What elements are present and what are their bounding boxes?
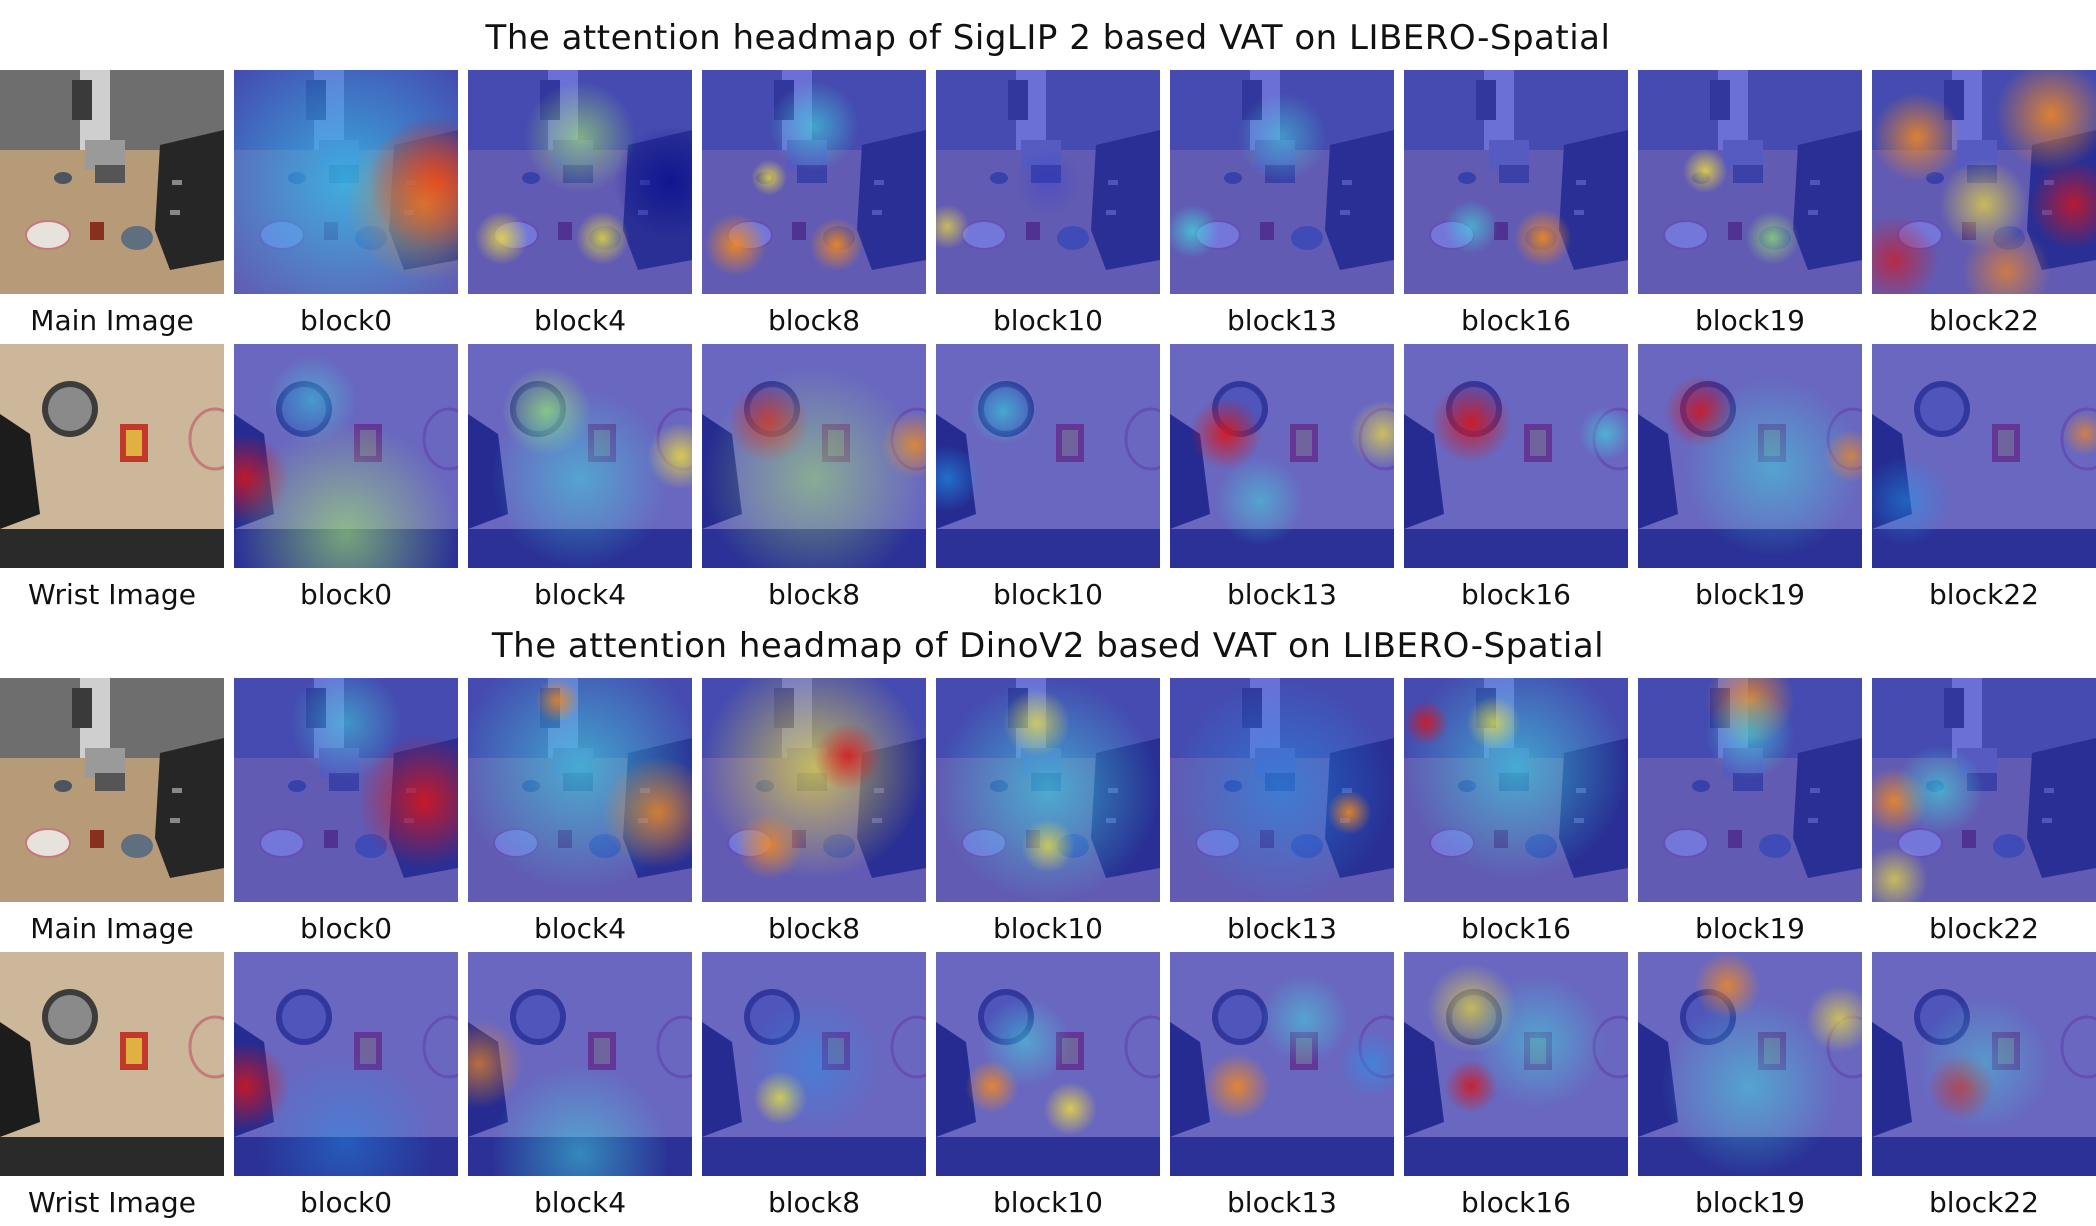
- block-label: block16: [1461, 304, 1571, 337]
- attention-heatmap: [702, 344, 926, 568]
- attention-heatmap: [936, 70, 1160, 294]
- block-label: block8: [767, 578, 861, 611]
- block-label: block10: [993, 304, 1103, 337]
- block-label: block13: [1227, 1186, 1337, 1219]
- attention-heatmap: [468, 344, 692, 568]
- block-label: block8: [767, 912, 861, 945]
- block-label: block22: [1929, 912, 2039, 945]
- attention-heatmap: [1170, 344, 1394, 568]
- block-label: block8: [767, 1186, 861, 1219]
- block-label: block22: [1929, 304, 2039, 337]
- attention-heatmap: [1872, 678, 2096, 902]
- attention-heatmap: [468, 952, 692, 1176]
- source-image-label: Main Image: [30, 304, 194, 337]
- block-label: block0: [299, 1186, 393, 1219]
- block-label: block22: [1929, 1186, 2039, 1219]
- block-label: block0: [299, 912, 393, 945]
- block-label: block10: [993, 578, 1103, 611]
- attention-heatmap: [1404, 952, 1628, 1176]
- attention-heatmap: [936, 952, 1160, 1176]
- wrist-image-row: Wrist Image block0 block4 block8 block10 bloc…: [0, 344, 2096, 618]
- attention-heatmap: [234, 678, 458, 902]
- attention-heatmap: [1404, 70, 1628, 294]
- attention-heatmap: [234, 344, 458, 568]
- wrist-source-image: [0, 952, 224, 1176]
- block-label: block22: [1929, 578, 2039, 611]
- attention-heatmap: [1404, 344, 1628, 568]
- attention-heatmap: [1872, 70, 2096, 294]
- block-label: block8: [767, 304, 861, 337]
- block-label: block13: [1227, 304, 1337, 337]
- wrist-image-row: Wrist Image block0 block4 block8 block10 bloc…: [0, 952, 2096, 1226]
- block-label: block16: [1461, 912, 1571, 945]
- block-label: block0: [299, 578, 393, 611]
- attention-heatmap: [1638, 344, 1862, 568]
- block-label: block13: [1227, 578, 1337, 611]
- attention-heatmap: [1170, 678, 1394, 902]
- attention-heatmap: [1404, 678, 1628, 902]
- attention-heatmap: [1638, 952, 1862, 1176]
- block-label: block10: [993, 1186, 1103, 1219]
- attention-heatmap: [1872, 344, 2096, 568]
- block-label: block16: [1461, 1186, 1571, 1219]
- source-image-label: Wrist Image: [28, 578, 196, 611]
- section-title: The attention headmap of SigLIP 2 based …: [485, 18, 1611, 58]
- wrist-source-image: [0, 344, 224, 568]
- attention-heatmap: [1638, 70, 1862, 294]
- section-title: The attention headmap of DinoV2 based VA…: [491, 626, 1605, 666]
- block-label: block16: [1461, 578, 1571, 611]
- block-label: block19: [1695, 578, 1805, 611]
- main-source-image: [0, 678, 224, 902]
- attention-heatmap: [234, 952, 458, 1176]
- main-source-image: [0, 70, 224, 294]
- block-label: block19: [1695, 304, 1805, 337]
- main-image-row: Main Image block0 block4 block8 block10 block…: [0, 70, 2096, 344]
- attention-heatmap: [702, 678, 926, 902]
- attention-heatmap: [468, 70, 692, 294]
- attention-heatmap: [702, 952, 926, 1176]
- attention-heatmap: [1872, 952, 2096, 1176]
- block-label: block4: [533, 912, 627, 945]
- block-label: block13: [1227, 912, 1337, 945]
- block-label: block10: [993, 912, 1103, 945]
- block-label: block0: [299, 304, 393, 337]
- attention-heatmap: [936, 344, 1160, 568]
- attention-heatmap: [1638, 678, 1862, 902]
- block-label: block19: [1695, 912, 1805, 945]
- source-image-label: Wrist Image: [28, 1186, 196, 1219]
- attention-heatmap: [702, 70, 926, 294]
- attention-heatmap: [1170, 70, 1394, 294]
- attention-heatmap: [1170, 952, 1394, 1176]
- attention-heatmap: [234, 70, 458, 294]
- block-label: block4: [533, 304, 627, 337]
- main-image-row: Main Image block0 block4 block8 block10 block…: [0, 678, 2096, 952]
- block-label: block4: [533, 578, 627, 611]
- attention-heatmap: [468, 678, 692, 902]
- block-label: block4: [533, 1186, 627, 1219]
- source-image-label: Main Image: [30, 912, 194, 945]
- block-label: block19: [1695, 1186, 1805, 1219]
- attention-heatmap: [936, 678, 1160, 902]
